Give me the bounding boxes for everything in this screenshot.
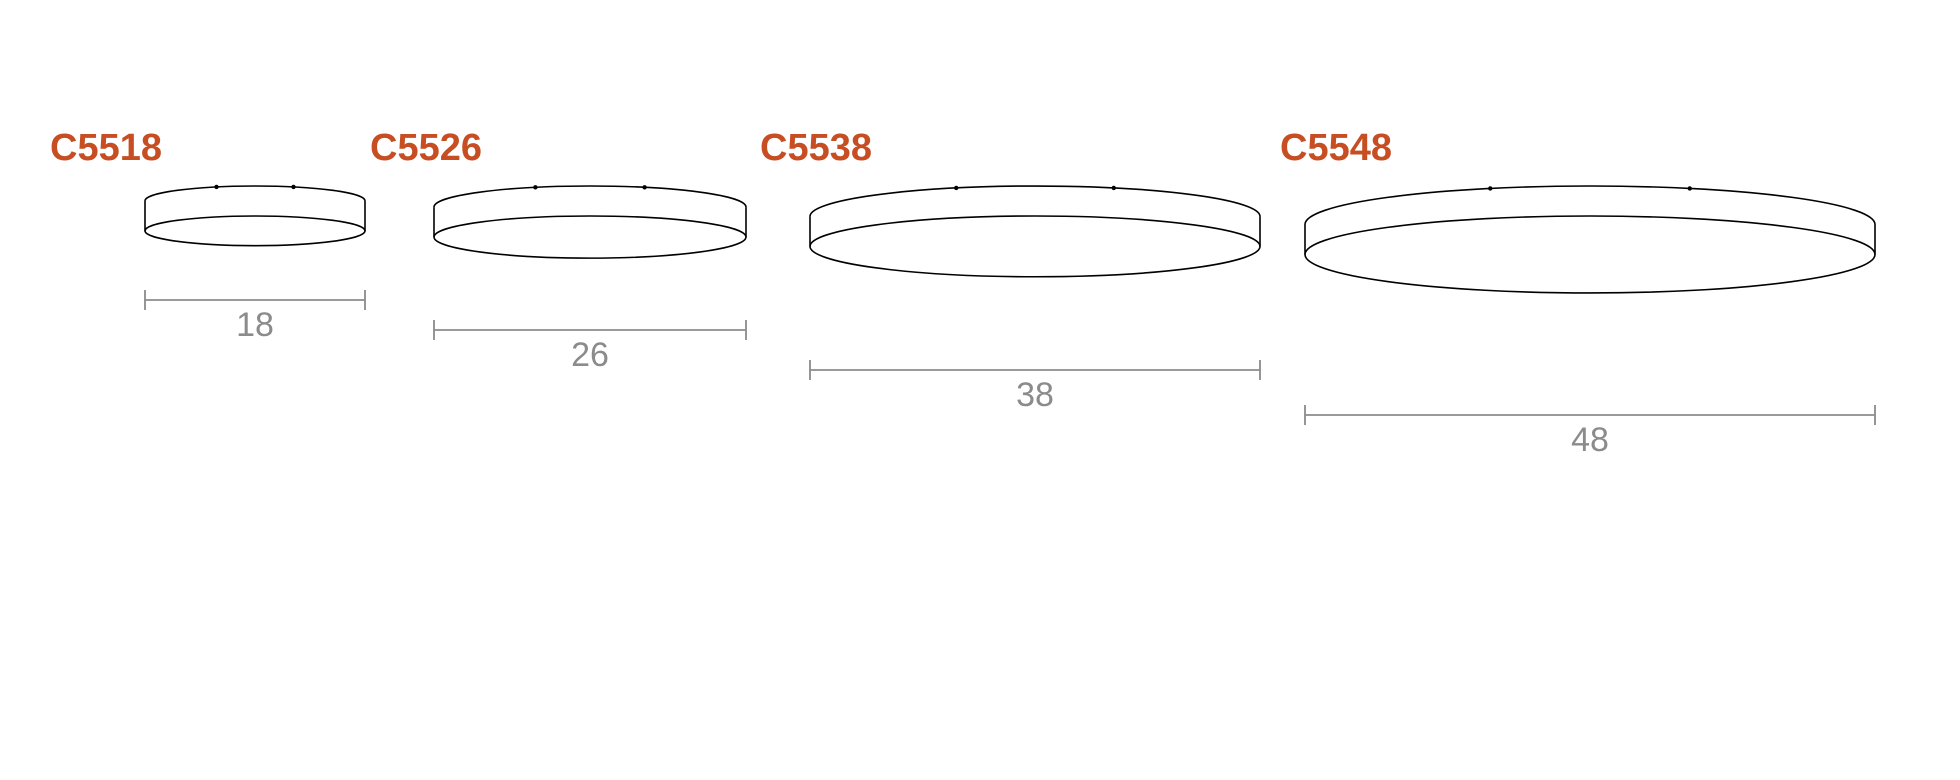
product-code-label: C5538 <box>760 127 872 169</box>
mounting-dot-icon <box>533 185 537 189</box>
disc-icon <box>1305 186 1875 293</box>
mounting-dot-icon <box>642 185 646 189</box>
mounting-dot-icon <box>1688 186 1692 190</box>
product-code-label: C5526 <box>370 127 482 169</box>
product-diagram: C5518 18 <box>50 127 365 344</box>
dimension-value: 18 <box>236 306 274 344</box>
product-diagram: C5548 48 <box>1280 127 1875 459</box>
dimension-value: 38 <box>1016 376 1054 414</box>
mounting-dot-icon <box>214 185 218 189</box>
product-code-label: C5548 <box>1280 127 1392 169</box>
disc-icon <box>434 185 746 258</box>
product-code-label: C5518 <box>50 127 162 169</box>
mounting-dot-icon <box>1112 186 1116 190</box>
mounting-dot-icon <box>291 185 295 189</box>
product-diagram: C5526 26 <box>370 127 746 374</box>
dimension-value: 26 <box>571 336 609 374</box>
disc-icon <box>145 185 365 246</box>
dimension-value: 48 <box>1571 421 1609 459</box>
mounting-dot-icon <box>1488 186 1492 190</box>
mounting-dot-icon <box>954 186 958 190</box>
product-diagram: C5538 38 <box>760 127 1260 414</box>
disc-icon <box>810 186 1260 277</box>
